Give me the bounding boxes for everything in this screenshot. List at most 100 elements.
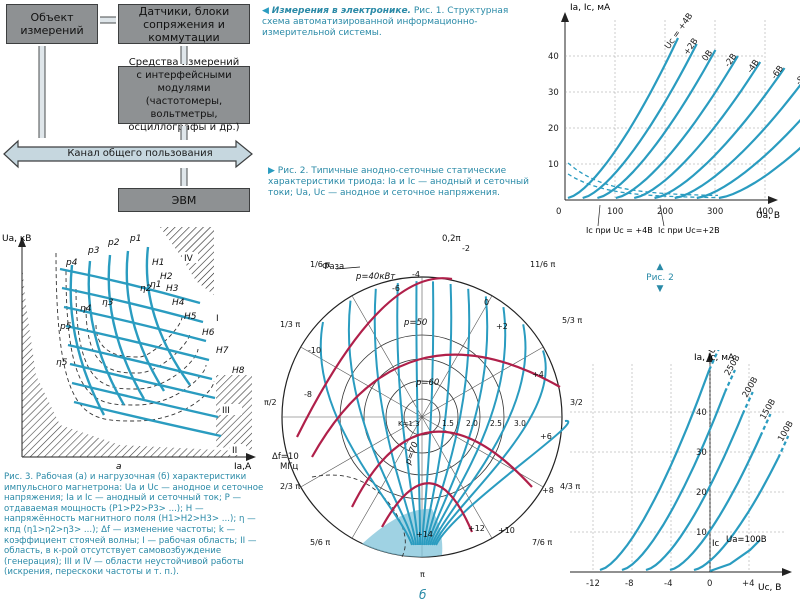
fig2-top-xtick: 400: [757, 207, 773, 217]
fig3a-region-label: III: [222, 406, 230, 416]
fig3b-k-tick: 3.0: [514, 419, 526, 428]
fig2-top-ic-curve: [567, 173, 719, 199]
fig3a-plot: p1p2p3p4p5H1H2H3H4H5H6H7H8η1η2η3η4η5IIII…: [2, 227, 256, 470]
instruments-box: Средства измерений с интерфейсными модул…: [118, 57, 250, 133]
fig2-top-ytick: 10: [548, 160, 559, 170]
fig2-bottom-xtick: -12: [586, 579, 600, 589]
fig3a-h-label: H8: [232, 366, 245, 376]
fig1-caption-title: Измерения в электронике.: [271, 6, 411, 16]
fig2-top-ic-curve: [567, 162, 719, 197]
down-arrow-icon: ▼: [656, 284, 664, 294]
fig3b-p60-label: p=60: [415, 378, 439, 388]
fig3a-eta-label: η5: [56, 358, 68, 368]
fig3a-p-curve: [145, 246, 191, 386]
fig3a-h-curve: [69, 362, 216, 400]
fig3b-pi-label: 2/3 π: [280, 482, 300, 491]
fig2-bottom-ua100-label: Uа=100В: [726, 535, 767, 545]
fig3b-p50-label: p=50: [403, 318, 427, 328]
fig3a-h-label: H7: [216, 346, 229, 356]
fig3b-p40-label: p=40кВт: [355, 272, 396, 282]
fig3b-df-curve: [429, 306, 507, 546]
fig3b-sub-label: б: [419, 588, 427, 602]
fig3b-pi-label: 3/2 π: [570, 398, 582, 407]
fig2-top-ytick: 20: [548, 124, 559, 134]
fig3b-df-tick: +8: [542, 486, 554, 495]
fig2-top-ytick: 30: [548, 88, 559, 98]
fig3b-df-tick: -4: [412, 270, 420, 279]
fig3b-df-tick: +6: [540, 432, 552, 441]
fig1-caption: ◀ Измерения в электронике. Рис. 1. Струк…: [262, 6, 532, 39]
fig3b-df-curve: [431, 324, 527, 546]
fig2-bottom-xtick: -4: [664, 579, 672, 589]
fig2-top-curve: [654, 67, 786, 200]
fig3b-df-unit: МГц: [280, 462, 299, 472]
fig3a-eta-curve: [85, 306, 191, 374]
fig3b-p60-arc: [351, 430, 533, 508]
fig2-bottom-ytick: 10: [696, 528, 707, 538]
fig2-bottom-curve-label: 150В: [758, 397, 778, 421]
fig2-top-curve-label: -6В: [770, 64, 786, 82]
fig2-caption-text: Рис. 2. Типичные анодно-сеточные статиче…: [268, 166, 529, 198]
fig3b-df-curve: [427, 296, 489, 546]
fig2-top-xtick: 200: [657, 207, 673, 217]
fig2-top-curve: [615, 55, 739, 200]
fig3b-p40-arc: [296, 277, 453, 438]
fig3a-p-label: p3: [87, 246, 100, 256]
fig2-caption: ▶ Рис. 2. Типичные анодно-сеточные стати…: [268, 166, 536, 199]
fig3a-h-label: H1: [152, 258, 165, 268]
fig2-top-ytick: 40: [548, 52, 559, 62]
sensors-box: Датчики, блоки сопряжения и коммутации: [118, 4, 250, 44]
fig1-caption-arrow: ◀: [262, 6, 269, 16]
fig3b-pi-label: 5/3 π: [562, 316, 582, 325]
fig3b-df-tick: -2: [462, 244, 470, 253]
fig3b-df-tick: +14: [416, 530, 433, 539]
fig2-marker-label: Рис. 2: [646, 273, 674, 283]
fig3a-eta-curve: [95, 316, 183, 358]
fig3b-top-label: 0,2π: [442, 234, 461, 244]
fig3a-region-label: II: [232, 446, 237, 456]
fig3b-df-curve: [396, 283, 419, 546]
fig3-caption: Рис. 3. Рабочая (а) и нагрузочная (б) ха…: [4, 472, 264, 578]
fig3b-df-curve: [435, 419, 570, 546]
fig3a-p-curve: [107, 254, 146, 400]
fig2-top-curve-label: 0В: [701, 48, 716, 63]
fig3b-df-tick: +10: [498, 526, 515, 535]
fig3a-p-curve: [69, 264, 106, 416]
fig2-bottom-xtick: +4: [742, 579, 755, 589]
fig2-bottom-xtick: -8: [625, 579, 633, 589]
fig2-top-curve: [696, 118, 800, 200]
fig3a-h-curve: [63, 305, 207, 343]
fig2-top-curve: [674, 83, 800, 200]
fig3b-df-tick: +2: [496, 322, 508, 331]
bus-label: Канал общего пользования: [67, 148, 213, 159]
fig3b-df-tick: -6: [392, 284, 400, 293]
fig3a-h-curve: [61, 286, 204, 324]
fig2-top-curve-label: -4В: [745, 58, 761, 76]
fig3b-df-tick: -10: [308, 346, 321, 355]
fig2-bottom-curve: [645, 413, 744, 572]
fig2-top-curve: [582, 43, 698, 200]
fig2-top-curve-label: -8В: [794, 70, 800, 88]
fig3b-phase-label: Фаза: [322, 262, 344, 272]
computer-box: ЭВМ: [118, 188, 250, 212]
fig3a-eta-curve: [55, 252, 215, 422]
fig3b-df-curve: [319, 321, 413, 546]
fig1-connectors: [3, 16, 253, 186]
fig2-bottom-plot: -12-8-40+410203040Uа=300В250В200В150В100…: [570, 350, 796, 593]
fig3b-radial-line: [351, 416, 423, 539]
fig3a-sub-label: а: [116, 462, 122, 470]
fig3a-eta-curve: [75, 288, 199, 390]
fig2-bottom-xtick: 0: [707, 579, 712, 589]
region-ii-hatch: [22, 265, 238, 457]
fig2-bottom-curve-label: 100В: [776, 419, 796, 443]
fig3a-region-label: IV: [184, 254, 194, 264]
fig3a-h-curve: [73, 400, 222, 438]
fig3b-df-curve: [425, 288, 471, 546]
fig2-top-xtick: 0: [556, 207, 561, 217]
fig1-caption-text: Рис. 1. Структурная схема автоматизирова…: [262, 6, 509, 38]
fig3a-p-curve: [125, 250, 166, 392]
fig2-top-ic2-label: Iс при Uс=+2В: [658, 226, 720, 235]
fig3a-h-curve: [65, 324, 210, 362]
fig3b-pi-label: π/2: [264, 398, 277, 407]
fig2-top-xtick: 300: [707, 207, 723, 217]
